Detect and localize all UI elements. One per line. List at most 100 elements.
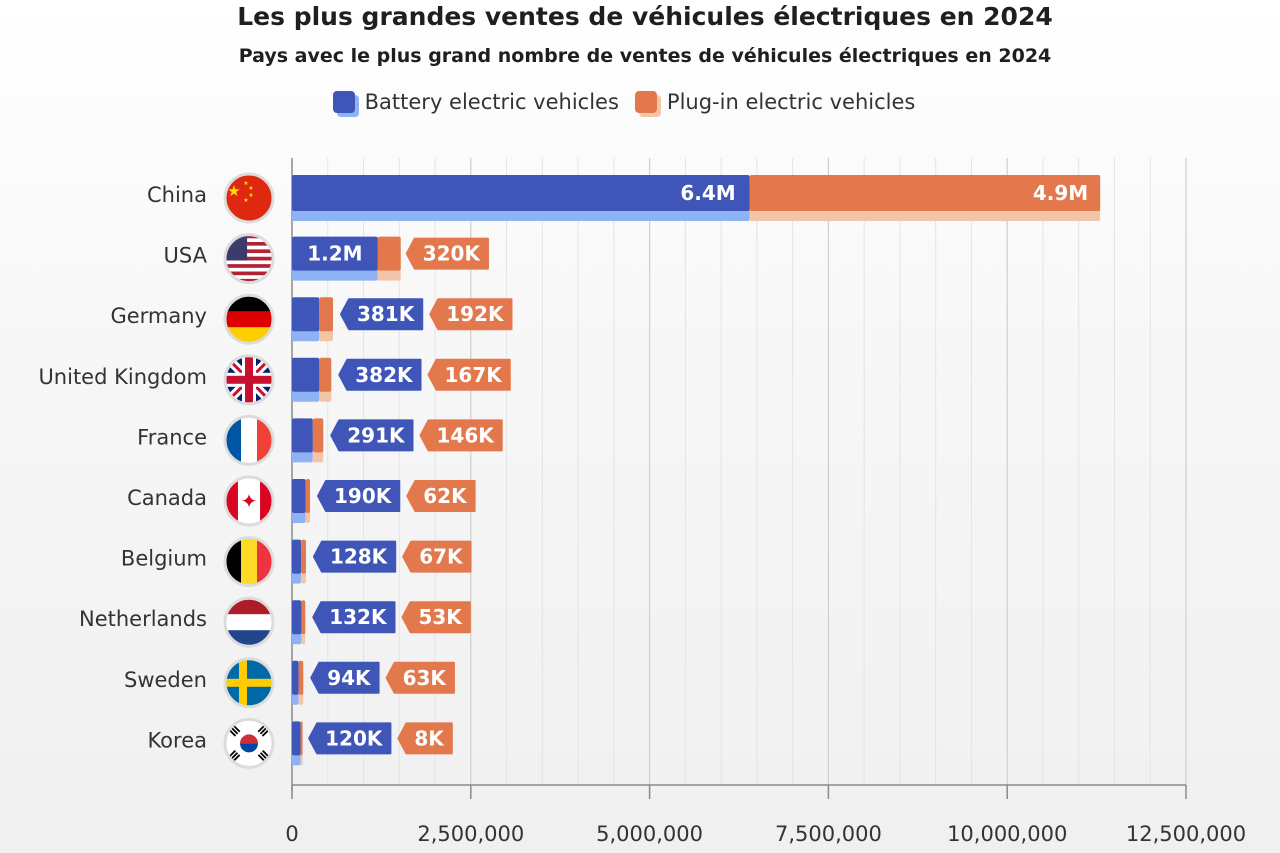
value-label-phev: 63K bbox=[385, 661, 455, 694]
svg-text:382K: 382K bbox=[355, 363, 414, 387]
bar-phev-china bbox=[749, 175, 1101, 211]
value-label-bg bbox=[402, 540, 472, 573]
value-label-phev: 167K bbox=[427, 358, 511, 391]
x-tick-label: 2,500,000 bbox=[417, 822, 524, 846]
category-label: USA bbox=[164, 244, 208, 268]
legend-swatch-bev bbox=[332, 91, 355, 113]
bar-phev-belgium bbox=[301, 539, 306, 574]
value-label-bg bbox=[401, 601, 471, 634]
sweden-flag-icon bbox=[223, 657, 275, 709]
legend-item-phev[interactable]: Plug-in electric vehicles bbox=[634, 90, 916, 114]
svg-text:8K: 8K bbox=[414, 726, 445, 750]
bar-phev-netherlands bbox=[301, 600, 306, 635]
value-label-bg bbox=[397, 722, 453, 755]
value-label-bev: 1.2M bbox=[307, 242, 362, 266]
value-label-phev: 320K bbox=[405, 237, 489, 270]
svg-text:✦: ✦ bbox=[241, 489, 258, 513]
value-label-bg bbox=[308, 722, 392, 755]
value-label-bev: 190K bbox=[317, 480, 401, 512]
svg-text:62K: 62K bbox=[423, 484, 468, 508]
value-label-bg bbox=[312, 540, 397, 573]
category-label: Netherlands bbox=[79, 607, 207, 631]
value-label-bev: 120K bbox=[308, 722, 392, 755]
legend-item-bev[interactable]: Battery electric vehicles bbox=[332, 90, 619, 114]
svg-text:★: ★ bbox=[227, 182, 240, 200]
bar-bev-usa bbox=[292, 236, 378, 271]
legend-label-phev: Plug-in electric vehicles bbox=[666, 90, 916, 114]
china-flag-icon: ★ ★★★★ bbox=[223, 172, 275, 224]
svg-text:381K: 381K bbox=[357, 302, 416, 326]
bar-phev-united-kingdom bbox=[319, 357, 332, 392]
category-label: Germany bbox=[110, 304, 207, 328]
value-label-phev: 146K bbox=[419, 419, 503, 452]
x-tick-label: 5,000,000 bbox=[596, 822, 703, 846]
chart-title: Les plus grandes ventes de véhicules éle… bbox=[237, 2, 1053, 31]
value-label-phev: 8K bbox=[397, 722, 453, 755]
category-label: Korea bbox=[147, 728, 207, 752]
usa-flag-icon bbox=[223, 233, 275, 285]
value-label-phev: 62K bbox=[406, 480, 476, 512]
value-label-bg bbox=[385, 661, 455, 694]
svg-text:53K: 53K bbox=[418, 605, 463, 629]
bar-phev-usa bbox=[377, 236, 401, 271]
value-label-bg bbox=[310, 661, 380, 694]
svg-text:291K: 291K bbox=[347, 423, 406, 447]
value-label-bev: 94K bbox=[310, 661, 380, 694]
belgium-flag-icon bbox=[223, 536, 275, 588]
category-label: Belgium bbox=[121, 547, 207, 571]
bar-phev-canada bbox=[305, 479, 311, 513]
x-tick-label: 12,500,000 bbox=[1126, 822, 1246, 846]
value-label-bev: 382K bbox=[338, 358, 422, 391]
svg-text:63K: 63K bbox=[403, 666, 448, 690]
svg-text:★: ★ bbox=[243, 197, 248, 204]
svg-text:320K: 320K bbox=[423, 242, 482, 266]
value-label-bg bbox=[317, 480, 401, 512]
svg-text:146K: 146K bbox=[437, 423, 496, 447]
svg-text:167K: 167K bbox=[445, 363, 504, 387]
value-label-bg bbox=[406, 480, 476, 512]
bar-phev-germany bbox=[319, 297, 333, 332]
bar-bev-netherlands bbox=[292, 600, 302, 635]
bar-bev-sweden bbox=[292, 660, 299, 695]
grid-lines bbox=[327, 158, 1187, 785]
value-label-bg bbox=[427, 358, 511, 391]
x-tick-label: 10,000,000 bbox=[947, 822, 1067, 846]
category-label: China bbox=[147, 183, 207, 207]
svg-text:192K: 192K bbox=[446, 302, 505, 326]
value-label-bg bbox=[429, 298, 513, 331]
svg-text:128K: 128K bbox=[330, 545, 389, 569]
value-label-bg bbox=[338, 358, 422, 391]
svg-text:94K: 94K bbox=[327, 666, 372, 690]
value-label-bev: 128K bbox=[312, 540, 397, 573]
svg-text:★: ★ bbox=[243, 180, 248, 187]
bar-bev-france bbox=[292, 418, 313, 453]
x-tick-label: 7,500,000 bbox=[775, 822, 882, 846]
legend-swatch-phev bbox=[634, 91, 657, 113]
category-label: Sweden bbox=[124, 668, 207, 692]
svg-text:190K: 190K bbox=[334, 484, 393, 508]
netherlands-flag-icon bbox=[223, 596, 275, 648]
canada-flag-icon: ✦ bbox=[223, 475, 275, 527]
bar-bev-china bbox=[292, 175, 750, 211]
value-label-phev: 53K bbox=[401, 601, 471, 634]
bar-bev-united-kingdom bbox=[292, 357, 320, 392]
value-label-phev: 192K bbox=[429, 298, 513, 331]
bar-bev-belgium bbox=[292, 539, 302, 574]
uk-flag-icon bbox=[223, 354, 275, 406]
value-label-bg bbox=[419, 419, 503, 452]
korea-flag-icon bbox=[223, 717, 275, 769]
value-label-bev: 291K bbox=[330, 419, 414, 452]
bar-bev-canada bbox=[292, 479, 306, 513]
svg-text:132K: 132K bbox=[329, 605, 388, 629]
value-label-bg bbox=[405, 237, 489, 270]
category-label: United Kingdom bbox=[38, 365, 207, 389]
value-label-phev: 4.9M bbox=[1033, 181, 1088, 205]
chart-subtitle: Pays avec le plus grand nombre de ventes… bbox=[238, 45, 1052, 67]
bar-bev-germany bbox=[292, 297, 320, 332]
category-label: France bbox=[137, 425, 207, 449]
svg-text:120K: 120K bbox=[325, 726, 384, 750]
value-label-bev: 6.4M bbox=[680, 181, 735, 205]
chart-legend: Battery electric vehicles Plug-in electr… bbox=[0, 90, 1248, 114]
value-label-bev: 381K bbox=[339, 298, 424, 331]
